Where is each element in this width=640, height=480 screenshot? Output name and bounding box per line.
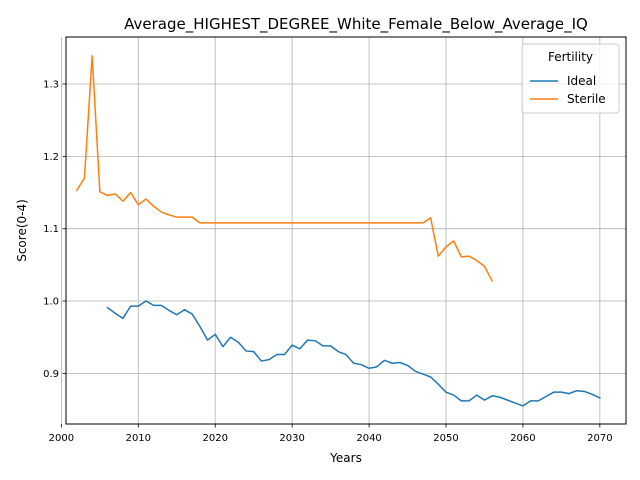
- x-tick-label: 2000: [49, 433, 74, 444]
- x-tick-label: 2060: [510, 433, 535, 444]
- x-tick-label: 2050: [433, 433, 458, 444]
- x-axis-label: Years: [329, 451, 362, 465]
- series-line-ideal: [106, 300, 601, 407]
- y-tick-label: 1.2: [43, 152, 59, 163]
- axes-frame: [65, 36, 627, 425]
- series-layer: [75, 55, 601, 407]
- x-tick-label: 2030: [279, 433, 304, 444]
- chart-title: Average_HIGHEST_DEGREE_White_Female_Belo…: [124, 15, 588, 34]
- legend-box: [521, 43, 620, 114]
- legend-title: Fertility: [548, 50, 593, 64]
- x-tick-label: 2040: [356, 433, 381, 444]
- y-axis-label: Score(0-4): [15, 199, 29, 262]
- legend-label-sterile: Sterile: [567, 92, 606, 106]
- y-tick-label: 1.0: [43, 297, 59, 308]
- series-line-sterile: [75, 55, 494, 282]
- y-tick-label: 1.3: [43, 80, 59, 91]
- axis-ticks: 2000 2010 2020 2030 2040 2050 2060 2070 0.9 1.0 1.…: [43, 80, 612, 444]
- x-tick-label: 2020: [203, 433, 228, 444]
- y-tick-label: 1.1: [43, 224, 59, 235]
- legend: Fertility Ideal Sterile: [521, 43, 620, 114]
- y-tick-label: 0.9: [43, 369, 59, 380]
- x-tick-label: 2070: [587, 433, 612, 444]
- x-tick-label: 2010: [126, 433, 151, 444]
- legend-label-ideal: Ideal: [567, 74, 596, 88]
